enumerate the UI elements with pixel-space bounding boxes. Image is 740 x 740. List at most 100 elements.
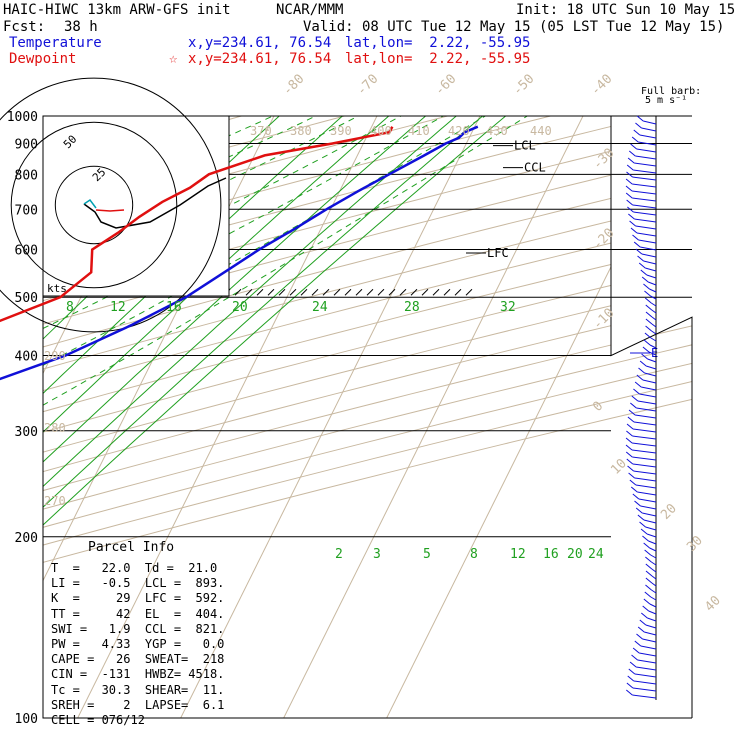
wind-barb — [648, 281, 657, 286]
fcst-label: Fcst: — [3, 19, 46, 35]
model-title: HAIC-HIWC 13km ARW-GFS init — [3, 2, 231, 18]
wind-barb — [650, 337, 657, 342]
dry-adiabat-line — [43, 116, 692, 706]
hodograph-trace — [83, 177, 227, 229]
wind-barb-flag — [628, 409, 636, 416]
wind-barb — [637, 491, 657, 496]
wind-barb — [636, 232, 657, 237]
hodograph-ring — [10, 121, 178, 289]
valid-time: Valid: 08 UTC Tue 12 May 15 (05 LST Tue … — [303, 19, 725, 35]
mixing-ratio-label: 2 — [335, 547, 343, 562]
wind-barb — [651, 309, 657, 314]
wind-barb — [642, 379, 657, 384]
pressure-tick-label: 100 — [15, 712, 38, 727]
mixing-ratio-label: 12 — [510, 547, 526, 562]
wind-barb-flag — [631, 395, 639, 402]
dry-adiabat-line — [43, 116, 692, 706]
level-marker-label: LFC — [487, 246, 509, 260]
hatch-mark — [289, 288, 297, 296]
hodograph-storm-motion — [95, 209, 125, 212]
mixing-ratio-label: 32 — [500, 300, 516, 315]
temperature-xy: x,y=234.61, 76.54 — [188, 35, 332, 51]
wind-barb-flag — [643, 283, 650, 290]
pressure-tick-label: 200 — [15, 531, 38, 546]
theta-label: 430 — [486, 124, 508, 138]
fcst-value: 38 h — [64, 19, 98, 35]
wind-barb-flag — [627, 157, 635, 164]
hatch-mark — [399, 288, 407, 296]
dry-adiabat-line — [43, 116, 498, 706]
wind-barb — [650, 295, 657, 300]
hatch-mark — [432, 288, 440, 296]
parcel-row: SREH = 2 LAPSE= 6.1 — [51, 697, 225, 712]
agency-label: NCAR/MMM — [276, 2, 344, 18]
pressure-tick-label: 1000 — [7, 110, 38, 125]
wind-barb-flag — [640, 528, 648, 535]
wind-barb-flag — [635, 122, 642, 129]
isotherm-label: -40 — [588, 72, 615, 99]
hatch-mark — [344, 288, 352, 296]
wind-barb — [647, 617, 657, 622]
dry-adiabat-line — [43, 116, 692, 706]
theta-label: 440 — [530, 124, 552, 138]
mixing-ratio-label: 8 — [470, 547, 478, 562]
wind-barb — [645, 624, 657, 629]
wind-barb — [634, 673, 657, 678]
wind-barb — [650, 302, 657, 307]
wind-barb — [637, 400, 657, 405]
wind-barb — [633, 680, 657, 685]
dry-adiabat-line — [43, 116, 692, 706]
wind-barb-flag — [634, 640, 642, 647]
wind-barb-flag — [630, 227, 638, 234]
dry-adiabat-line — [43, 116, 394, 706]
wind-barb — [651, 316, 657, 321]
wind-barb — [647, 358, 657, 363]
parcel-row: CELL = 076/12 — [51, 713, 145, 727]
hodograph-ring — [54, 165, 134, 245]
mixing-ratio-label: 28 — [404, 300, 420, 315]
wind-barb-flag — [644, 290, 651, 297]
wind-barb-flag — [631, 654, 638, 661]
wind-barb-flag — [633, 241, 641, 248]
wind-barb-flag — [637, 626, 645, 633]
wind-barb-flag — [636, 115, 644, 122]
parcel-row: T = 22.0 Td = 21.0 — [51, 561, 218, 575]
theta-label: 420 — [448, 124, 470, 138]
wind-barb-flag — [626, 430, 633, 437]
wind-barb-flag — [645, 577, 653, 584]
parcel-row: K = 29 LFC = 592. — [51, 591, 225, 606]
wind-barb-flag — [628, 472, 635, 479]
wind-barb-flag — [635, 248, 643, 255]
wind-barb — [651, 575, 657, 580]
mixing-ratio-line — [43, 116, 522, 551]
wind-barb — [640, 505, 657, 510]
wind-barb-flag — [634, 381, 642, 388]
wind-barb-flag — [641, 353, 648, 360]
wind-barb — [644, 372, 657, 377]
wind-barb — [644, 631, 657, 636]
wind-barb — [638, 239, 657, 244]
wind-barb-flag — [644, 591, 652, 598]
hatch-mark — [388, 288, 396, 296]
wind-barb — [632, 176, 657, 181]
mixing-ratio-line — [43, 116, 472, 551]
wind-barb — [632, 463, 657, 468]
parcel-row: Tc = 30.3 SHEAR= 11. — [51, 682, 225, 697]
wind-barb-flag — [626, 199, 633, 206]
wind-barb — [641, 127, 657, 132]
isotherm-label: -20 — [590, 226, 617, 253]
dry-adiabat-line — [43, 116, 692, 706]
wind-barb-flag — [645, 325, 652, 332]
wind-barb-flag — [633, 388, 640, 395]
parcel-row: TT = 42 EL = 404. — [51, 606, 225, 621]
wind-barb-flag — [625, 185, 633, 192]
wind-barb-flag — [637, 255, 644, 262]
hodograph-frame — [42, 115, 230, 297]
hatch-mark — [278, 288, 286, 296]
wind-barb — [632, 435, 657, 440]
wind-barb-flag — [637, 514, 645, 521]
wind-barb-flag — [626, 164, 634, 171]
dry-adiabat-line — [43, 116, 692, 706]
dewpoint-xy: x,y=234.61, 76.54 — [188, 51, 332, 67]
